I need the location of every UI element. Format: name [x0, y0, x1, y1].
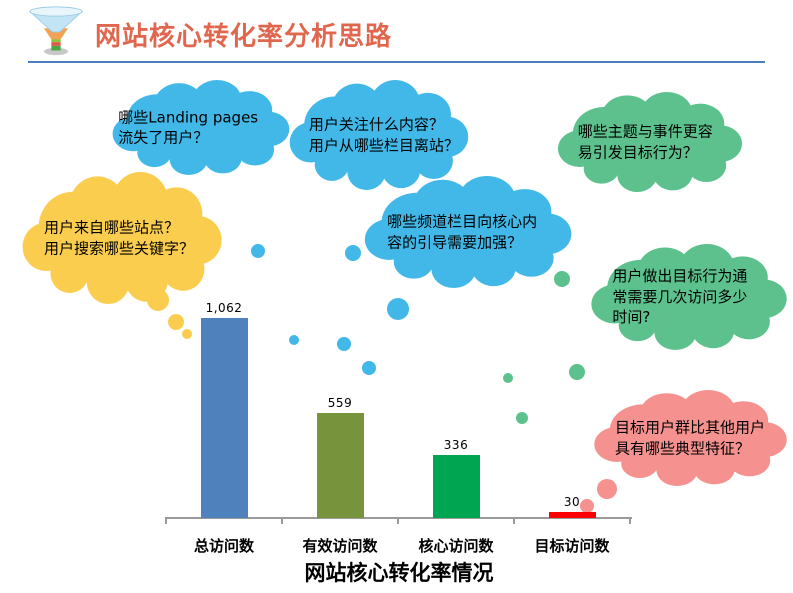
- thought-cloud-text: 哪些Landing pages 流失了用户？: [118, 107, 259, 147]
- bar-value-label: 1,062: [205, 301, 243, 315]
- chart-bar: [432, 455, 480, 518]
- thought-trail-bubble: [168, 314, 184, 330]
- thought-trail-bubble: [503, 373, 513, 383]
- funnel-icon: [28, 6, 84, 56]
- chart-bar: [200, 318, 248, 518]
- thought-trail-bubble: [147, 289, 169, 311]
- x-axis-tick: [165, 517, 167, 524]
- thought-trail-bubble: [569, 364, 585, 380]
- bar-value-label: 336: [443, 438, 469, 452]
- chart-title: 网站核心转化率情况: [304, 561, 494, 585]
- x-axis-category-label: 目标访问数: [534, 537, 610, 555]
- thought-trail-bubble: [554, 271, 570, 287]
- thought-cloud-text: 用户做出目标行为通 常需要几次访问多少 时间?: [612, 266, 748, 327]
- thought-cloud-text: 用户来自哪些站点？ 用户搜索哪些关键字？: [43, 218, 194, 257]
- thought-trail-bubble: [387, 298, 409, 320]
- thought-cloud-text: 用户关注什么内容？ 用户从哪些栏目离站？: [308, 115, 459, 154]
- x-axis-tick: [629, 517, 631, 524]
- thought-trail-bubble: [362, 361, 376, 375]
- thought-cloud-content-focus: 用户关注什么内容？ 用户从哪些栏目离站？: [282, 80, 474, 190]
- x-axis-category-label: 有效访问数: [302, 537, 378, 555]
- thought-cloud-target-user-traits: 目标用户群比其他用户 具有哪些典型特征？: [586, 390, 793, 486]
- thought-cloud-landing-pages: 哪些Landing pages 流失了用户？: [105, 80, 295, 175]
- thought-cloud-visits-needed: 用户做出目标行为通 常需要几次访问多少 时间?: [583, 244, 793, 350]
- chart-bar: [316, 413, 364, 518]
- thought-trail-bubble: [182, 329, 192, 339]
- thought-cloud-topics-events: 哪些主题与事件更容 易引发目标行为？: [550, 92, 748, 192]
- page-title: 网站核心转化率分析思路: [95, 22, 393, 52]
- thought-trail-bubble: [516, 412, 528, 424]
- thought-trail-bubble: [597, 479, 617, 499]
- thought-cloud-text: 哪些频道栏目向核心内 容的引导需要加强？: [387, 212, 538, 251]
- thought-trail-bubble: [289, 335, 299, 345]
- thought-cloud-text: 目标用户群比其他用户 具有哪些典型特征？: [614, 418, 765, 457]
- thought-trail-bubble: [251, 244, 265, 258]
- thought-trail-bubble: [345, 245, 361, 261]
- thought-trail-bubble: [337, 337, 351, 351]
- thought-cloud-channel-guidance: 哪些频道栏目向核心内 容的引导需要加强？: [356, 176, 578, 288]
- chart-bar: [548, 512, 596, 518]
- thought-trail-bubble: [580, 499, 594, 513]
- x-axis-tick: [513, 517, 515, 524]
- thought-cloud-traffic-sources: 用户来自哪些站点？ 用户搜索哪些关键字？: [14, 172, 228, 304]
- x-axis-tick: [281, 517, 283, 524]
- header-divider: [28, 61, 765, 63]
- x-axis-category-label: 核心访问数: [418, 537, 494, 555]
- thought-cloud-text: 哪些主题与事件更容 易引发目标行为？: [577, 122, 713, 161]
- x-axis-tick: [397, 517, 399, 524]
- bar-value-label: 30: [563, 495, 581, 509]
- bar-value-label: 559: [327, 396, 353, 410]
- x-axis-category-label: 总访问数: [193, 537, 254, 555]
